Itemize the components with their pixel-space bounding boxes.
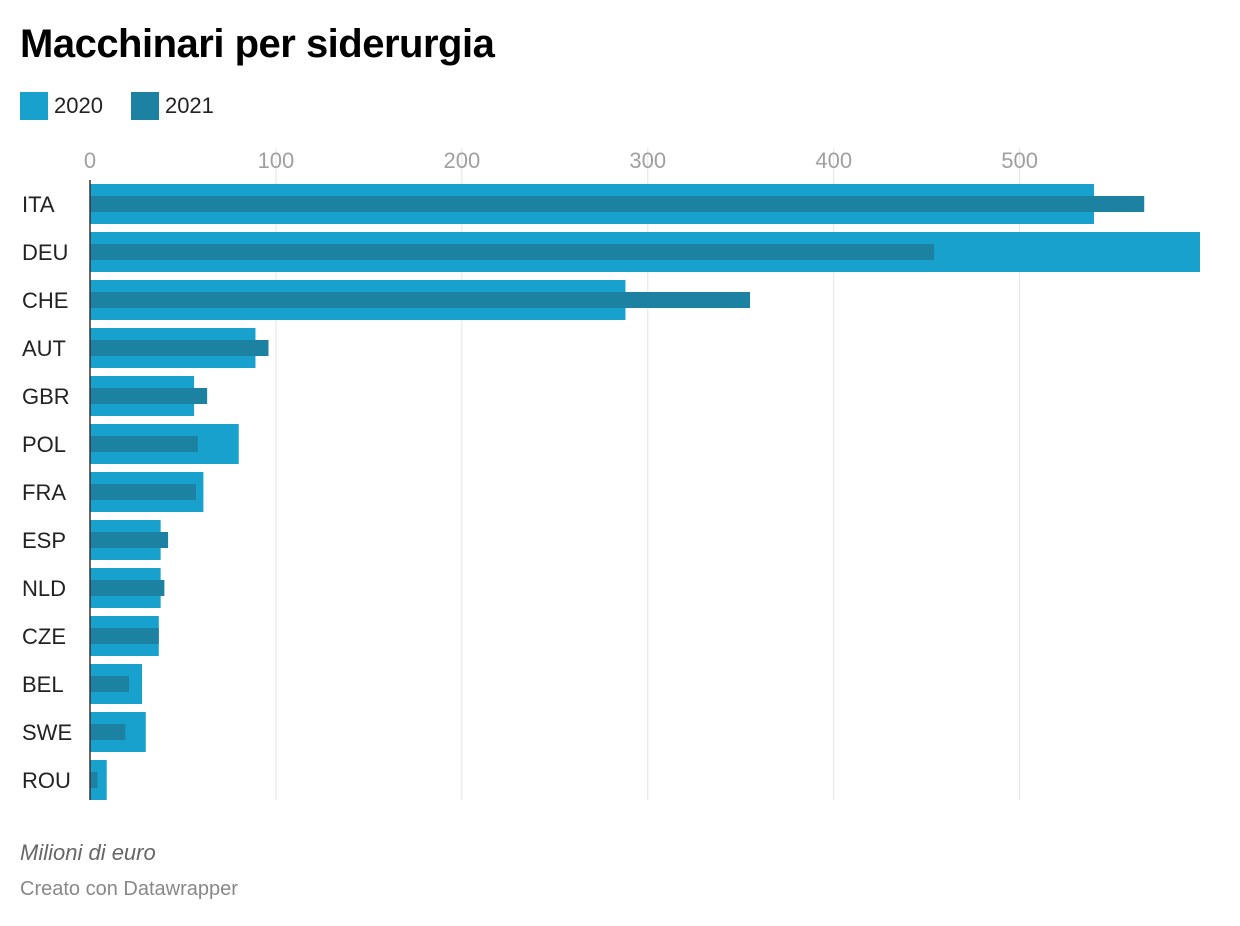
bar-2021 — [90, 196, 1145, 212]
bar-2021 — [90, 772, 98, 788]
x-tick-label: 0 — [84, 148, 96, 173]
legend-swatch-2020 — [20, 92, 48, 120]
bar-2021 — [90, 340, 269, 356]
category-label: CHE — [22, 288, 68, 313]
bar-2021 — [90, 724, 126, 740]
legend-item-2020: 2020 — [20, 92, 103, 120]
x-tick-label: 100 — [258, 148, 295, 173]
x-tick-label: 400 — [815, 148, 852, 173]
category-label: AUT — [22, 336, 66, 361]
bar-2021 — [90, 532, 169, 548]
bar-2021 — [90, 580, 165, 596]
legend-label-2020: 2020 — [54, 93, 103, 118]
category-label: BEL — [22, 672, 64, 697]
category-label: ITA — [22, 192, 55, 217]
bar-2021 — [90, 436, 198, 452]
category-label: DEU — [22, 240, 68, 265]
bar-2021 — [90, 676, 130, 692]
legend-item-2021: 2021 — [130, 92, 214, 120]
category-label: FRA — [22, 480, 66, 505]
bar-2021 — [90, 292, 751, 308]
legend-label-2021: 2021 — [164, 93, 214, 118]
category-label: SWE — [22, 720, 72, 745]
bar-2021 — [90, 244, 935, 260]
x-tick-label: 300 — [629, 148, 666, 173]
category-label: ROU — [22, 768, 71, 793]
legend-swatch-2021 — [130, 92, 159, 120]
chart-title: Macchinari per siderurgia — [20, 22, 495, 66]
bar-2021 — [90, 484, 196, 500]
category-label: POL — [22, 432, 66, 457]
bar-2021 — [90, 388, 208, 404]
chart-credit: Creato con Datawrapper — [20, 878, 238, 900]
bar-2021 — [90, 628, 159, 644]
x-tick-label: 500 — [1001, 148, 1038, 173]
category-label: GBR — [22, 384, 70, 409]
category-label: NLD — [22, 576, 66, 601]
category-label: ESP — [22, 528, 66, 553]
category-label: CZE — [22, 624, 66, 649]
chart-notes: Milioni di euro — [20, 840, 156, 865]
legend: 2020 2021 — [20, 92, 242, 120]
x-tick-label: 200 — [443, 148, 480, 173]
bar-2020 — [90, 760, 107, 800]
